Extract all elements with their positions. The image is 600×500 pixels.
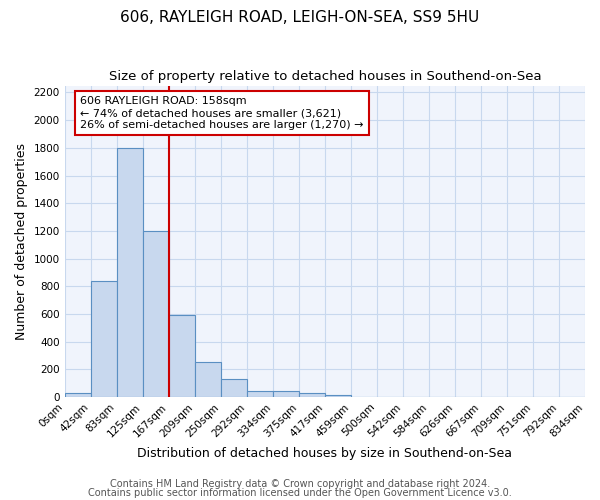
Text: 606 RAYLEIGH ROAD: 158sqm
← 74% of detached houses are smaller (3,621)
26% of se: 606 RAYLEIGH ROAD: 158sqm ← 74% of detac… — [80, 96, 364, 130]
Bar — [273, 392, 299, 397]
Bar — [299, 393, 325, 397]
Y-axis label: Number of detached properties: Number of detached properties — [15, 143, 28, 340]
Bar — [195, 362, 221, 397]
Text: Contains HM Land Registry data © Crown copyright and database right 2024.: Contains HM Land Registry data © Crown c… — [110, 479, 490, 489]
Text: Contains public sector information licensed under the Open Government Licence v3: Contains public sector information licen… — [88, 488, 512, 498]
Bar — [91, 280, 117, 397]
Bar — [117, 148, 143, 397]
Bar — [143, 231, 169, 397]
Title: Size of property relative to detached houses in Southend-on-Sea: Size of property relative to detached ho… — [109, 70, 541, 83]
Bar — [169, 316, 195, 397]
Bar — [325, 395, 351, 397]
Bar — [65, 394, 91, 397]
Text: 606, RAYLEIGH ROAD, LEIGH-ON-SEA, SS9 5HU: 606, RAYLEIGH ROAD, LEIGH-ON-SEA, SS9 5H… — [121, 10, 479, 25]
Bar — [221, 379, 247, 397]
Bar — [247, 390, 273, 397]
X-axis label: Distribution of detached houses by size in Southend-on-Sea: Distribution of detached houses by size … — [137, 447, 512, 460]
